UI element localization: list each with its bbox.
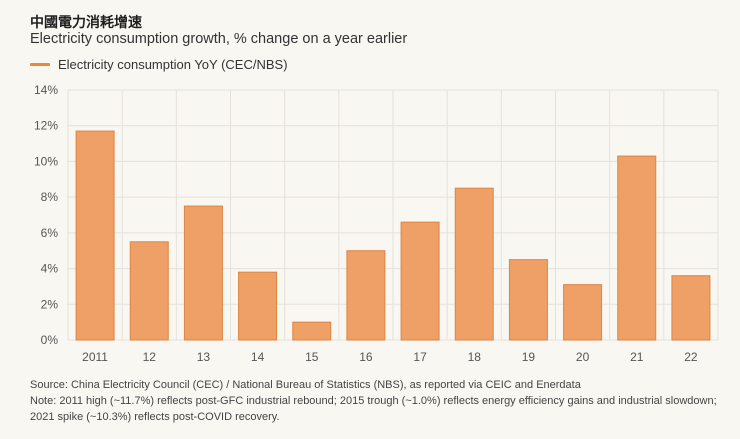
y-tick-label: 12% — [34, 119, 58, 133]
x-tick-label: 20 — [576, 350, 590, 364]
y-tick-label: 6% — [41, 226, 59, 240]
bar-15 — [292, 321, 332, 341]
chart-subtitle: Electricity consumption growth, % change… — [30, 31, 408, 47]
x-tick-label: 12 — [143, 350, 157, 364]
bar-16 — [346, 250, 386, 341]
x-tick-label: 13 — [197, 350, 211, 364]
bar-2011 — [75, 130, 115, 341]
x-tick-label: 21 — [630, 350, 644, 364]
source-note: Source: China Electricity Council (CEC) … — [30, 379, 581, 391]
y-tick-label: 4% — [41, 262, 59, 276]
y-tick-label: 0% — [41, 333, 59, 347]
bar-19 — [508, 259, 548, 341]
bar-17 — [400, 221, 440, 341]
x-axis-ticks: 2011 12 13 14 15 16 17 18 19 20 21 22 — [82, 350, 698, 364]
chart-footer: Source: China Electricity Council (CEC) … — [30, 377, 720, 425]
x-tick-label: 19 — [522, 350, 536, 364]
bar-21 — [617, 155, 657, 341]
bar-12 — [129, 241, 169, 341]
legend-label: Electricity consumption YoY (CEC/NBS) — [58, 57, 288, 72]
bar-chart: 0% 2% 4% 6% 8% 10% 12% 14% 2011 12 13 14 15 16 17 18 19… — [34, 83, 719, 364]
chart-legend: Electricity consumption YoY (CEC/NBS) — [30, 57, 288, 72]
x-tick-label: 18 — [468, 350, 482, 364]
bar-20 — [563, 284, 603, 341]
bar-14 — [238, 271, 278, 341]
bar-22 — [671, 275, 711, 341]
note-line-1: Note: 2011 high (~11.7%) reflects post-G… — [30, 395, 717, 407]
x-tick-label: 14 — [251, 350, 265, 364]
bar-13 — [183, 205, 223, 341]
x-tick-label: 16 — [359, 350, 373, 364]
x-tick-label: 17 — [413, 350, 427, 364]
note-line-2: 2021 spike (~10.3%) reflects post-COVID … — [30, 411, 280, 423]
y-tick-label: 10% — [34, 154, 58, 168]
y-axis-ticks: 0% 2% 4% 6% 8% 10% 12% 14% — [34, 83, 58, 347]
legend-line-swatch — [30, 63, 50, 66]
y-tick-label: 14% — [34, 83, 58, 97]
y-tick-label: 8% — [41, 190, 59, 204]
bar-18 — [454, 187, 494, 341]
bars — [75, 130, 711, 341]
chart-title-chinese: 中國電力消耗增速 — [30, 15, 142, 31]
x-tick-label: 15 — [305, 350, 319, 364]
x-tick-label: 22 — [684, 350, 698, 364]
y-tick-label: 2% — [41, 297, 59, 311]
gridlines — [67, 89, 719, 341]
x-tick-label: 2011 — [82, 350, 108, 364]
